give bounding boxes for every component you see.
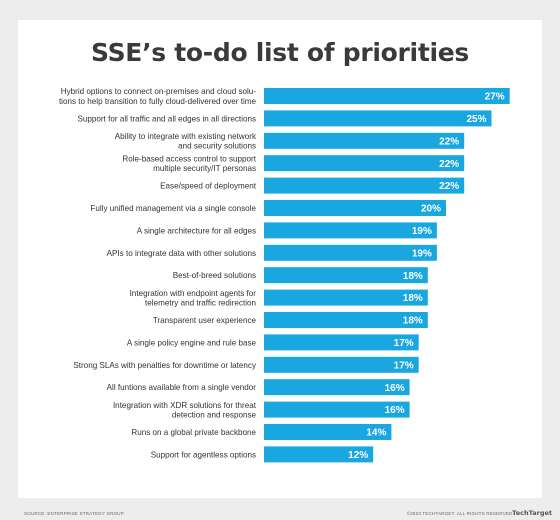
- bar-chart: 27% Hybrid options to connect on-premises…: [59, 87, 510, 463]
- chart-card: SSE’s to-do list of priorities 27% Hybrid…: [18, 20, 542, 498]
- value-label-3: 22%: [439, 159, 459, 170]
- category-label-9: Integration with endpoint agents for tele…: [130, 289, 257, 308]
- bar-16: [264, 446, 374, 463]
- value-label-15: 14%: [366, 428, 386, 439]
- value-label-5: 20%: [421, 204, 441, 215]
- bar-5: [264, 200, 446, 216]
- category-label-13: All funtions available from a single ven…: [107, 383, 257, 392]
- value-label-2: 22%: [439, 136, 459, 147]
- value-label-0: 27%: [485, 92, 505, 103]
- bar-9: [264, 289, 428, 306]
- category-label-7: APIs to integrate data with other soluti…: [107, 249, 256, 258]
- bar-1: [264, 110, 492, 127]
- bar-14: [264, 401, 410, 418]
- category-label-6: A single architecture for all edges: [137, 226, 256, 235]
- category-label-3: Role-based access control to support mult…: [122, 154, 256, 173]
- category-label-14: Integration with XDR solutions for threa…: [113, 401, 257, 420]
- bar-4: [264, 177, 465, 194]
- value-label-7: 19%: [412, 248, 432, 259]
- category-label-4: Ease/speed of deployment: [160, 182, 257, 191]
- bar-13: [264, 379, 410, 396]
- category-label-12: Strong SLAs with penalties for downtime …: [73, 361, 257, 370]
- value-label-16: 12%: [348, 450, 368, 461]
- bar-7: [264, 244, 437, 261]
- copyright-note: ©2023 TechTarget. All rights reserved.: [406, 511, 514, 516]
- value-label-6: 19%: [412, 226, 432, 237]
- category-label-2: Ability to integrate with existing netwo…: [115, 132, 257, 151]
- category-label-0: Hybrid options to connect on-premises an…: [59, 87, 257, 106]
- value-label-13: 16%: [385, 383, 405, 394]
- bar-11: [264, 334, 419, 351]
- value-label-4: 22%: [439, 181, 459, 192]
- category-label-10: Transparent user experience: [153, 316, 257, 325]
- value-label-10: 18%: [403, 316, 423, 327]
- source-note: Source: Enterprise Strategy Group: [24, 511, 124, 516]
- bar-2: [264, 132, 465, 149]
- bar-12: [264, 356, 419, 373]
- category-label-8: Best-of-breed solutions: [173, 271, 256, 280]
- bar-10: [264, 312, 428, 328]
- techtarget-logo: TechTarget: [512, 509, 552, 517]
- bar-3: [264, 155, 465, 172]
- category-label-5: Fully unified management via a single co…: [90, 204, 256, 213]
- value-label-12: 17%: [394, 360, 414, 371]
- category-label-15: Runs on a global private backbone: [131, 428, 256, 437]
- value-label-8: 18%: [403, 271, 423, 282]
- category-label-1: Support for all traffic and all edges in…: [78, 114, 256, 123]
- bar-6: [264, 222, 437, 239]
- value-label-11: 17%: [394, 338, 414, 349]
- bar-8: [264, 267, 428, 284]
- bar-15: [264, 424, 392, 440]
- value-label-1: 25%: [466, 114, 486, 125]
- chart-title: SSE’s to-do list of priorities: [91, 38, 469, 67]
- category-label-16: Support for agentless options: [151, 450, 256, 459]
- category-label-11: A single policy engine and rule base: [127, 338, 257, 347]
- value-label-9: 18%: [403, 293, 423, 304]
- value-label-14: 16%: [385, 405, 405, 416]
- bar-0: [264, 88, 510, 104]
